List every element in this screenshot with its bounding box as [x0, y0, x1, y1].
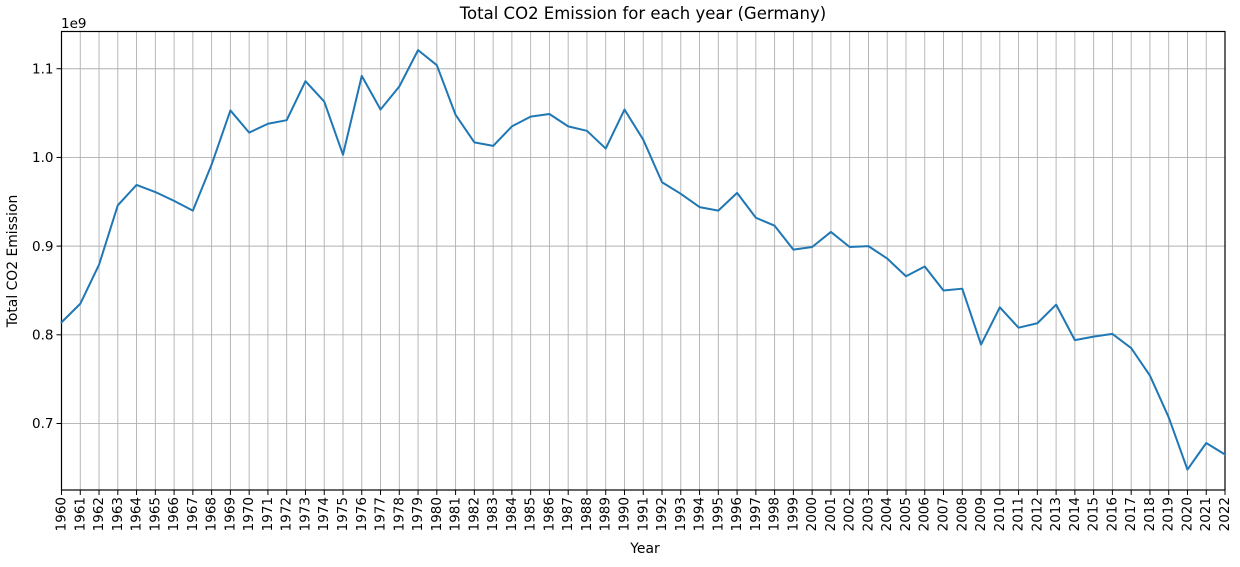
y-axis-offset-label: 1e9	[61, 16, 86, 32]
x-tick-label: 1983	[485, 497, 501, 531]
x-tick-label: 1996	[729, 497, 745, 531]
x-tick-label: 2012	[1029, 497, 1045, 531]
x-tick-label: 1975	[335, 497, 351, 531]
x-tick-label: 1972	[279, 497, 295, 531]
x-tick-label: 1978	[391, 497, 407, 531]
x-tick-label: 1993	[673, 497, 689, 531]
x-tick-label: 1963	[110, 497, 126, 531]
x-tick-label: 1986	[541, 497, 557, 531]
x-tick-label: 1988	[579, 497, 595, 531]
x-tick-label: 1990	[616, 497, 632, 531]
x-tick-label: 1967	[185, 497, 201, 531]
x-tick-label: 1994	[692, 497, 708, 531]
x-tick-label: 2015	[1086, 497, 1102, 531]
x-tick-label: 2017	[1123, 497, 1139, 531]
x-tick-label: 2020	[1179, 497, 1195, 531]
x-tick-label: 2011	[1011, 497, 1027, 531]
x-tick-label: 1979	[410, 497, 426, 531]
x-tick-label: 2021	[1198, 497, 1214, 531]
x-tick-label: 1961	[72, 497, 88, 531]
x-tick-label: 1971	[260, 497, 276, 531]
x-tick-label: 1964	[129, 497, 145, 531]
x-tick-label: 1984	[504, 497, 520, 531]
x-tick-label: 1982	[466, 497, 482, 531]
x-axis-label: Year	[629, 541, 660, 557]
x-tick-label: 2018	[1142, 497, 1158, 531]
y-tick-label: 0.7	[32, 416, 53, 432]
plot-border	[60, 30, 1226, 491]
x-tick-label: 1965	[147, 497, 163, 531]
x-tick-label: 2002	[842, 497, 858, 531]
x-tick-label: 2004	[879, 497, 895, 531]
x-tick-label: 1987	[560, 497, 576, 531]
co2-emission-line	[60, 49, 1226, 471]
x-tick-label: 2009	[973, 497, 989, 531]
x-tick-label: 2007	[936, 497, 952, 531]
x-tick-label: 2000	[804, 497, 820, 531]
x-tick-label: 2019	[1161, 497, 1177, 531]
x-tick-label: 1980	[429, 497, 445, 531]
x-tick-label: 2008	[954, 497, 970, 531]
x-tick-label: 2003	[860, 497, 876, 531]
x-tick-label: 1997	[748, 497, 764, 531]
x-tick-label: 1973	[297, 497, 313, 531]
y-tick-label: 0.8	[32, 328, 53, 344]
x-tick-label: 1969	[222, 497, 238, 531]
y-tick-label: 1.0	[32, 150, 53, 166]
x-tick-label: 1974	[316, 497, 332, 531]
y-tick-label: 0.9	[32, 239, 53, 255]
x-tick-label: 1976	[354, 497, 370, 531]
x-tick-label: 1977	[373, 497, 389, 531]
x-tick-label: 2014	[1067, 497, 1083, 531]
x-tick-label: 2001	[823, 497, 839, 531]
x-tick-label: 1985	[523, 497, 539, 531]
x-tick-label: 1989	[598, 497, 614, 531]
x-tick-label: 2016	[1104, 497, 1120, 531]
x-tick-label: 1962	[91, 497, 107, 531]
x-tick-label: 1970	[241, 497, 257, 531]
x-tick-label: 1960	[54, 497, 70, 531]
x-tick-label: 1992	[654, 497, 670, 531]
x-tick-label: 2006	[917, 497, 933, 531]
grid-layer	[61, 31, 1226, 490]
series-layer	[60, 49, 1226, 471]
x-tick-label: 1966	[166, 497, 182, 531]
x-tick-label: 1999	[785, 497, 801, 531]
y-tick-label: 1.1	[32, 61, 53, 77]
chart-title: Total CO2 Emission for each year (German…	[459, 4, 826, 23]
axis-layer: 1960 1961 1962 1963 1964 1965 1966 1967 1968 1969…	[32, 30, 1233, 531]
x-tick-label: 2010	[992, 497, 1008, 531]
x-tick-label: 1998	[767, 497, 783, 531]
x-tick-label: 2022	[1217, 497, 1233, 531]
x-tick-label: 1991	[635, 497, 651, 531]
x-tick-label: 1995	[710, 497, 726, 531]
x-tick-label: 1968	[204, 497, 220, 531]
y-axis-label: Total CO2 Emission	[5, 195, 21, 329]
x-tick-label: 1981	[448, 497, 464, 531]
x-tick-label: 2013	[1048, 497, 1064, 531]
x-tick-label: 2005	[898, 497, 914, 531]
